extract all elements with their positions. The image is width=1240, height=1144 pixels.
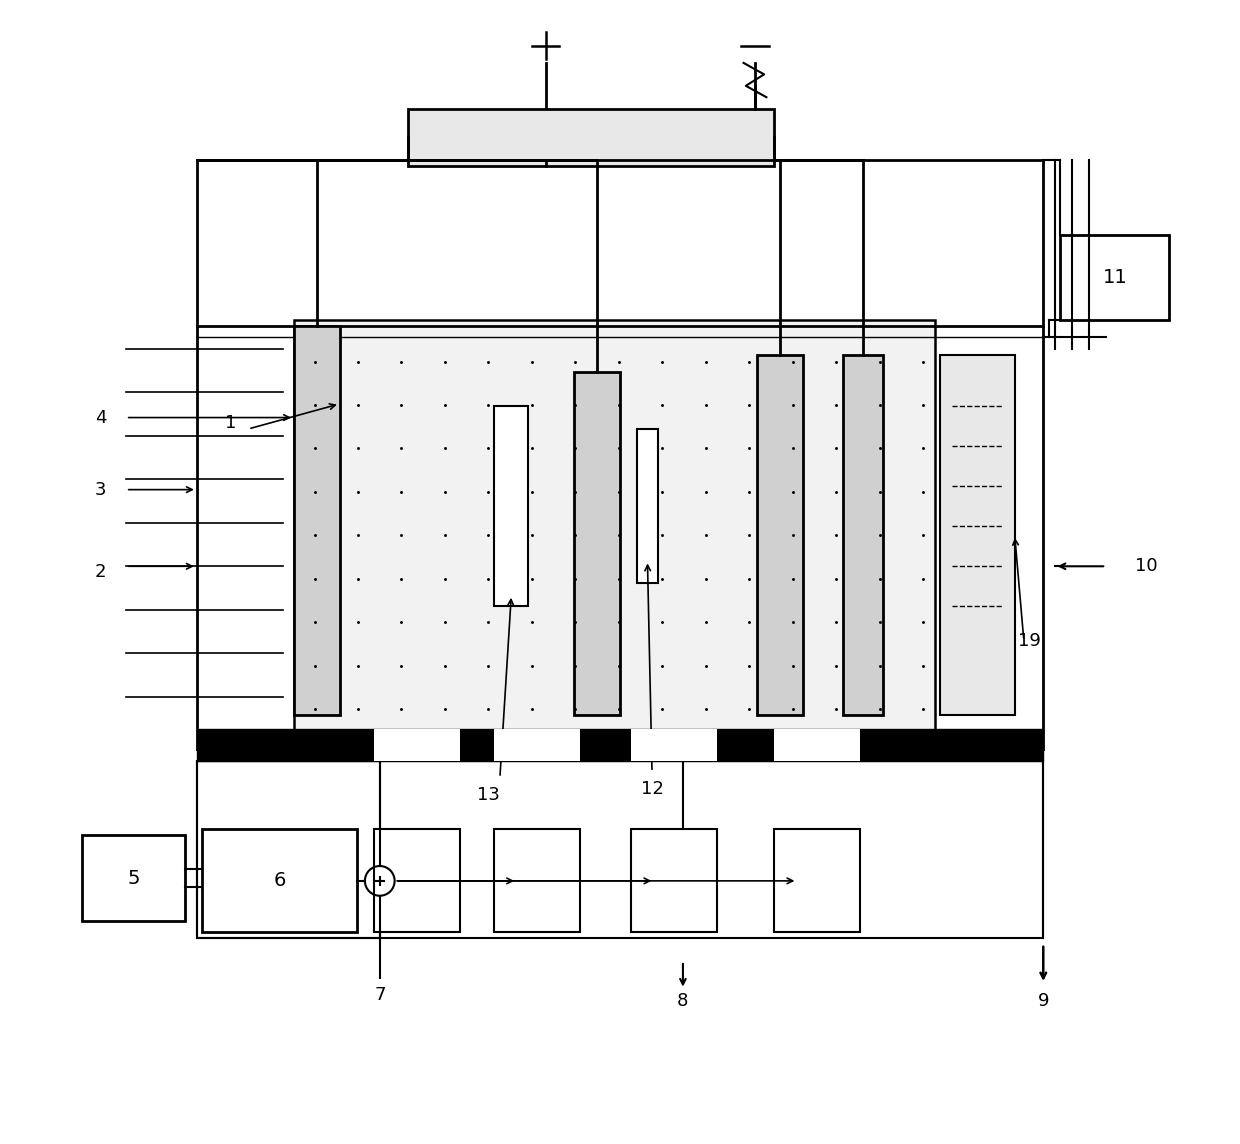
Bar — [374, 829, 460, 932]
Bar — [408, 109, 775, 166]
Bar — [1060, 235, 1169, 320]
Text: 10: 10 — [1135, 557, 1157, 575]
Text: 13: 13 — [477, 786, 500, 804]
Text: 8: 8 — [677, 992, 688, 1010]
Text: 12: 12 — [641, 780, 663, 799]
Text: 6: 6 — [274, 872, 286, 890]
Bar — [197, 729, 1043, 761]
Text: 4: 4 — [95, 408, 107, 427]
Bar — [197, 761, 1043, 938]
Bar — [374, 729, 460, 761]
Text: 7: 7 — [374, 986, 386, 1004]
Text: 5: 5 — [128, 868, 140, 888]
Bar — [637, 429, 657, 583]
Bar — [758, 355, 804, 715]
Bar — [574, 372, 620, 715]
Bar — [775, 729, 861, 761]
Text: 2: 2 — [95, 563, 107, 581]
Bar — [82, 835, 185, 921]
Bar — [495, 829, 580, 932]
Bar — [202, 829, 357, 932]
Text: 9: 9 — [1038, 992, 1049, 1010]
Bar — [775, 829, 861, 932]
Bar — [495, 729, 580, 761]
Bar — [631, 829, 717, 932]
Bar — [294, 326, 340, 715]
Bar — [940, 355, 1014, 715]
Text: 19: 19 — [1018, 631, 1042, 650]
Bar — [294, 320, 935, 732]
Bar — [843, 355, 883, 715]
Text: 11: 11 — [1102, 268, 1127, 287]
Bar — [631, 729, 717, 761]
Text: 1: 1 — [226, 414, 237, 432]
Bar — [197, 761, 379, 938]
Bar — [495, 406, 528, 606]
Text: 3: 3 — [95, 480, 107, 499]
